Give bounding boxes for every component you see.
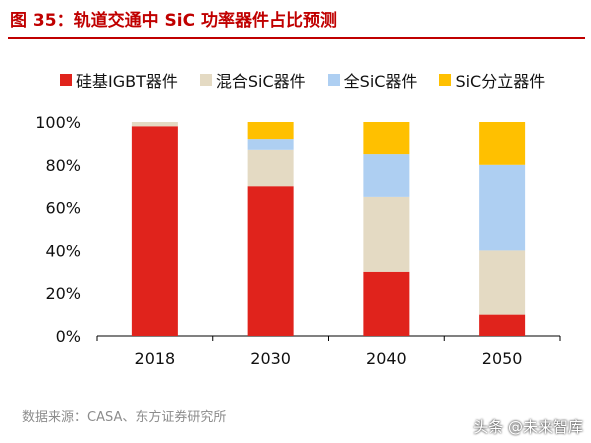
bar-segment — [131, 126, 178, 336]
legend-item-hybrid-sic: 混合SiC器件 — [199, 68, 306, 92]
legend-item-igbt: 硅基IGBT器件 — [60, 68, 178, 92]
bar-segment — [479, 250, 526, 315]
legend-item-sic-discrete: SiC分立器件 — [439, 68, 545, 92]
legend: 硅基IGBT器件 混合SiC器件 全SiC器件 SiC分立器件 — [60, 68, 545, 92]
legend-label-hybrid-sic: 混合SiC器件 — [215, 72, 306, 91]
x-tick-label: 2040 — [366, 349, 407, 368]
watermark: 头条 @未来智库 — [473, 418, 583, 436]
y-tick-label: 0% — [56, 327, 81, 346]
y-tick-label: 100% — [35, 113, 81, 132]
legend-item-full-sic: 全SiC器件 — [327, 68, 418, 92]
y-tick-label: 20% — [45, 284, 81, 303]
legend-swatch-igbt — [60, 74, 72, 86]
y-tick-label: 80% — [45, 156, 81, 175]
legend-label-igbt: 硅基IGBT器件 — [76, 72, 178, 91]
bar-segment — [363, 154, 410, 197]
bar-segment — [479, 122, 526, 165]
bar-segment — [363, 196, 410, 272]
x-tick-label: 2030 — [250, 349, 291, 368]
bar-segment — [247, 149, 294, 187]
x-tick-label: 2018 — [135, 349, 176, 368]
y-tick-label: 40% — [45, 241, 81, 260]
bar-segment — [247, 139, 294, 150]
chart-title: 图 35：轨道交通中 SiC 功率器件占比预测 — [10, 11, 337, 31]
legend-label-full-sic: 全SiC器件 — [343, 72, 418, 91]
legend-swatch-sic-discrete — [439, 74, 452, 86]
legend-swatch-full-sic — [327, 74, 340, 86]
legend-swatch-hybrid-sic — [199, 74, 212, 86]
bar-segment — [479, 314, 526, 336]
bar-segment — [131, 122, 178, 127]
x-tick-label: 2050 — [482, 349, 523, 368]
bar-segment — [363, 122, 410, 155]
source-note: 数据来源：CASA、东方证券研究所 — [22, 410, 227, 425]
y-tick-label: 60% — [45, 199, 81, 218]
bar-segment — [247, 122, 294, 140]
bar-segment — [247, 186, 294, 336]
legend-label-sic-discrete: SiC分立器件 — [455, 72, 546, 91]
bar-segment — [479, 164, 526, 251]
title-divider — [8, 37, 585, 39]
bar-segment — [363, 271, 410, 336]
